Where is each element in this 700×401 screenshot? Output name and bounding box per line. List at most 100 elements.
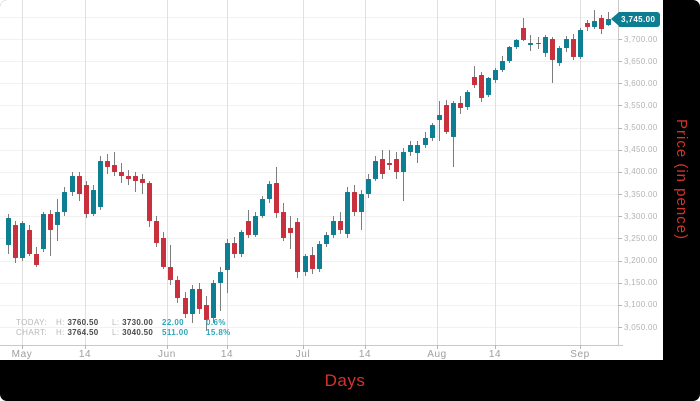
v-gridline xyxy=(85,0,86,345)
candle-body xyxy=(260,199,266,217)
candle-body xyxy=(140,178,146,183)
chart-canvas[interactable]: 3,745.00 TODAY: H: 3760.50 L: 3730.00 22… xyxy=(0,0,663,360)
stats-panel: TODAY: H: 3760.50 L: 3730.00 22.00 0.6% … xyxy=(16,317,231,337)
candle-body xyxy=(380,158,386,175)
candle-body xyxy=(253,216,259,235)
candle-body xyxy=(323,234,329,244)
v-gridline xyxy=(437,0,438,345)
candle-body xyxy=(344,191,350,234)
chart-low: L: 3040.50 xyxy=(112,327,154,337)
chart-change-pct: 15.8% xyxy=(206,327,231,337)
h-gridline xyxy=(0,61,618,63)
x-axis-tick-label: Jun xyxy=(158,349,176,360)
candle-body xyxy=(161,238,167,268)
candle-wick xyxy=(219,267,221,312)
y-axis-tick xyxy=(618,260,622,262)
y-axis-tick xyxy=(618,171,622,173)
today-change: 22.00 xyxy=(162,317,185,327)
today-label: TODAY: xyxy=(16,317,48,327)
x-axis-tick xyxy=(85,345,86,349)
candlestick-plot[interactable] xyxy=(0,0,618,345)
h-gridline xyxy=(0,149,618,151)
x-axis-tick-label: May xyxy=(11,349,33,360)
x-axis-tick xyxy=(495,345,496,349)
candle-body xyxy=(147,183,153,221)
candle-body xyxy=(27,229,33,254)
x-axis-tick xyxy=(22,345,23,349)
y-axis-tick xyxy=(618,216,622,218)
candle-body xyxy=(175,280,181,299)
y-axis-tick xyxy=(618,105,622,107)
candle-body xyxy=(457,103,463,108)
candle-body xyxy=(556,47,562,64)
candle-body xyxy=(126,176,132,179)
y-axis-tick-label: 3,650.00 xyxy=(624,56,658,66)
candle-body xyxy=(563,39,569,48)
h-gridline xyxy=(0,127,618,129)
candle-body xyxy=(500,61,506,70)
y-axis-title: Price (in pence) xyxy=(673,119,690,241)
stats-row-today: TODAY: H: 3760.50 L: 3730.00 22.00 0.6% xyxy=(16,317,231,327)
x-axis-title: Days xyxy=(324,370,366,390)
candle-body xyxy=(302,256,308,273)
h-gridline xyxy=(0,260,618,262)
candle-body xyxy=(387,163,393,166)
candle-body xyxy=(507,46,513,62)
candle-body xyxy=(76,176,82,195)
h-gridline xyxy=(0,171,618,173)
candle-body xyxy=(154,220,160,243)
candle-body xyxy=(401,151,407,172)
candle-body xyxy=(295,221,301,273)
candle-body xyxy=(366,178,372,195)
y-axis-tick xyxy=(618,83,622,85)
tag-arrow-icon xyxy=(611,12,619,27)
v-gridline xyxy=(580,0,581,345)
last-price-value: 3,745.00 xyxy=(619,11,661,27)
y-axis-tick xyxy=(618,282,622,284)
y-axis-tick-label: 3,700.00 xyxy=(624,34,658,44)
x-axis-tick-label: 14 xyxy=(220,349,234,360)
candle-body xyxy=(48,214,54,230)
v-gridline xyxy=(303,0,304,345)
h-gridline xyxy=(0,194,618,196)
candle-body xyxy=(238,232,244,254)
h-gridline xyxy=(0,327,618,328)
candle-body xyxy=(246,220,252,235)
h-gridline xyxy=(0,282,618,284)
candle-body xyxy=(288,228,294,234)
candle-body xyxy=(514,39,520,47)
y-axis-tick xyxy=(618,39,622,40)
candle-body xyxy=(443,105,449,133)
candle-body xyxy=(309,255,315,270)
candle-body xyxy=(83,185,89,214)
candle-body xyxy=(217,271,223,283)
candle-body xyxy=(591,21,597,27)
x-axis-tick-label: 14 xyxy=(488,349,502,360)
y-axis-tick-label: 3,200.00 xyxy=(624,256,658,266)
h-gridline xyxy=(0,16,618,18)
candle-body xyxy=(415,144,421,153)
candle-body xyxy=(351,191,357,212)
candle-body xyxy=(450,103,456,137)
y-axis-tick-label: 3,450.00 xyxy=(624,145,658,155)
candle-wick xyxy=(142,174,144,195)
y-axis-tick xyxy=(618,327,622,328)
candle-body xyxy=(606,19,612,25)
candle-wick xyxy=(530,34,532,52)
candle-body xyxy=(330,220,336,235)
candle-body xyxy=(267,184,273,200)
candle-body xyxy=(584,23,590,27)
x-axis-tick-label: Jul xyxy=(295,349,311,360)
x-axis-tick xyxy=(227,345,228,349)
candle-wick xyxy=(170,245,172,285)
x-axis-tick-label: 14 xyxy=(358,349,372,360)
candle-body xyxy=(20,222,26,259)
candle-body xyxy=(189,289,195,314)
candle-body xyxy=(13,225,19,259)
candle-body xyxy=(408,145,414,152)
candle-body xyxy=(69,176,75,192)
candle-body xyxy=(471,76,477,86)
candle-body xyxy=(359,194,364,212)
x-axis-line xyxy=(0,345,623,346)
x-axis-tick xyxy=(303,345,304,349)
